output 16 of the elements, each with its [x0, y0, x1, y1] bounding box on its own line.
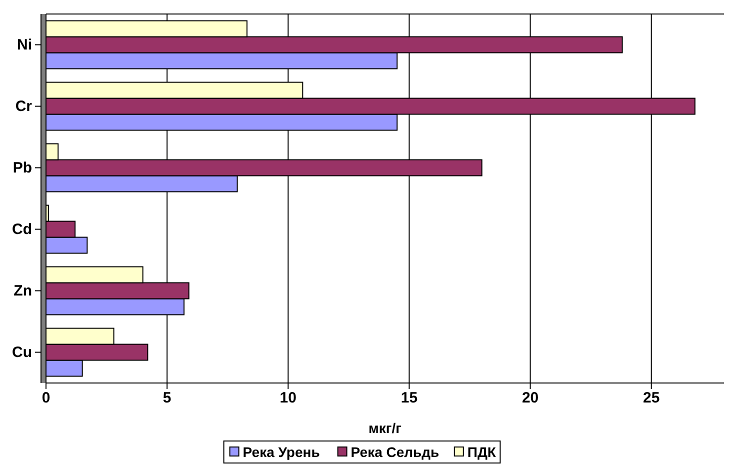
x-tick-label: 25 — [643, 390, 660, 407]
y-tick-label: Zn — [14, 282, 32, 300]
x-tick-label: 15 — [400, 390, 418, 407]
x-tick-label: 20 — [522, 390, 539, 407]
x-tick-label: 0 — [42, 390, 50, 407]
x-tick-label: 10 — [280, 390, 296, 407]
y-tick-label: Cd — [12, 221, 32, 238]
y-tick-label: Cr — [15, 98, 32, 116]
legend-label: ПДК — [467, 444, 496, 460]
x-tick-label: 5 — [162, 390, 172, 407]
y-tick-label: Cu — [12, 344, 32, 362]
legend-label: Река Урень — [242, 444, 320, 460]
legend-label: Река Сельдь — [350, 444, 440, 460]
x-axis-title: мкг/г — [368, 420, 402, 436]
y-tick-label: Ni — [17, 36, 32, 54]
y-tick-label: Pb — [12, 160, 32, 177]
